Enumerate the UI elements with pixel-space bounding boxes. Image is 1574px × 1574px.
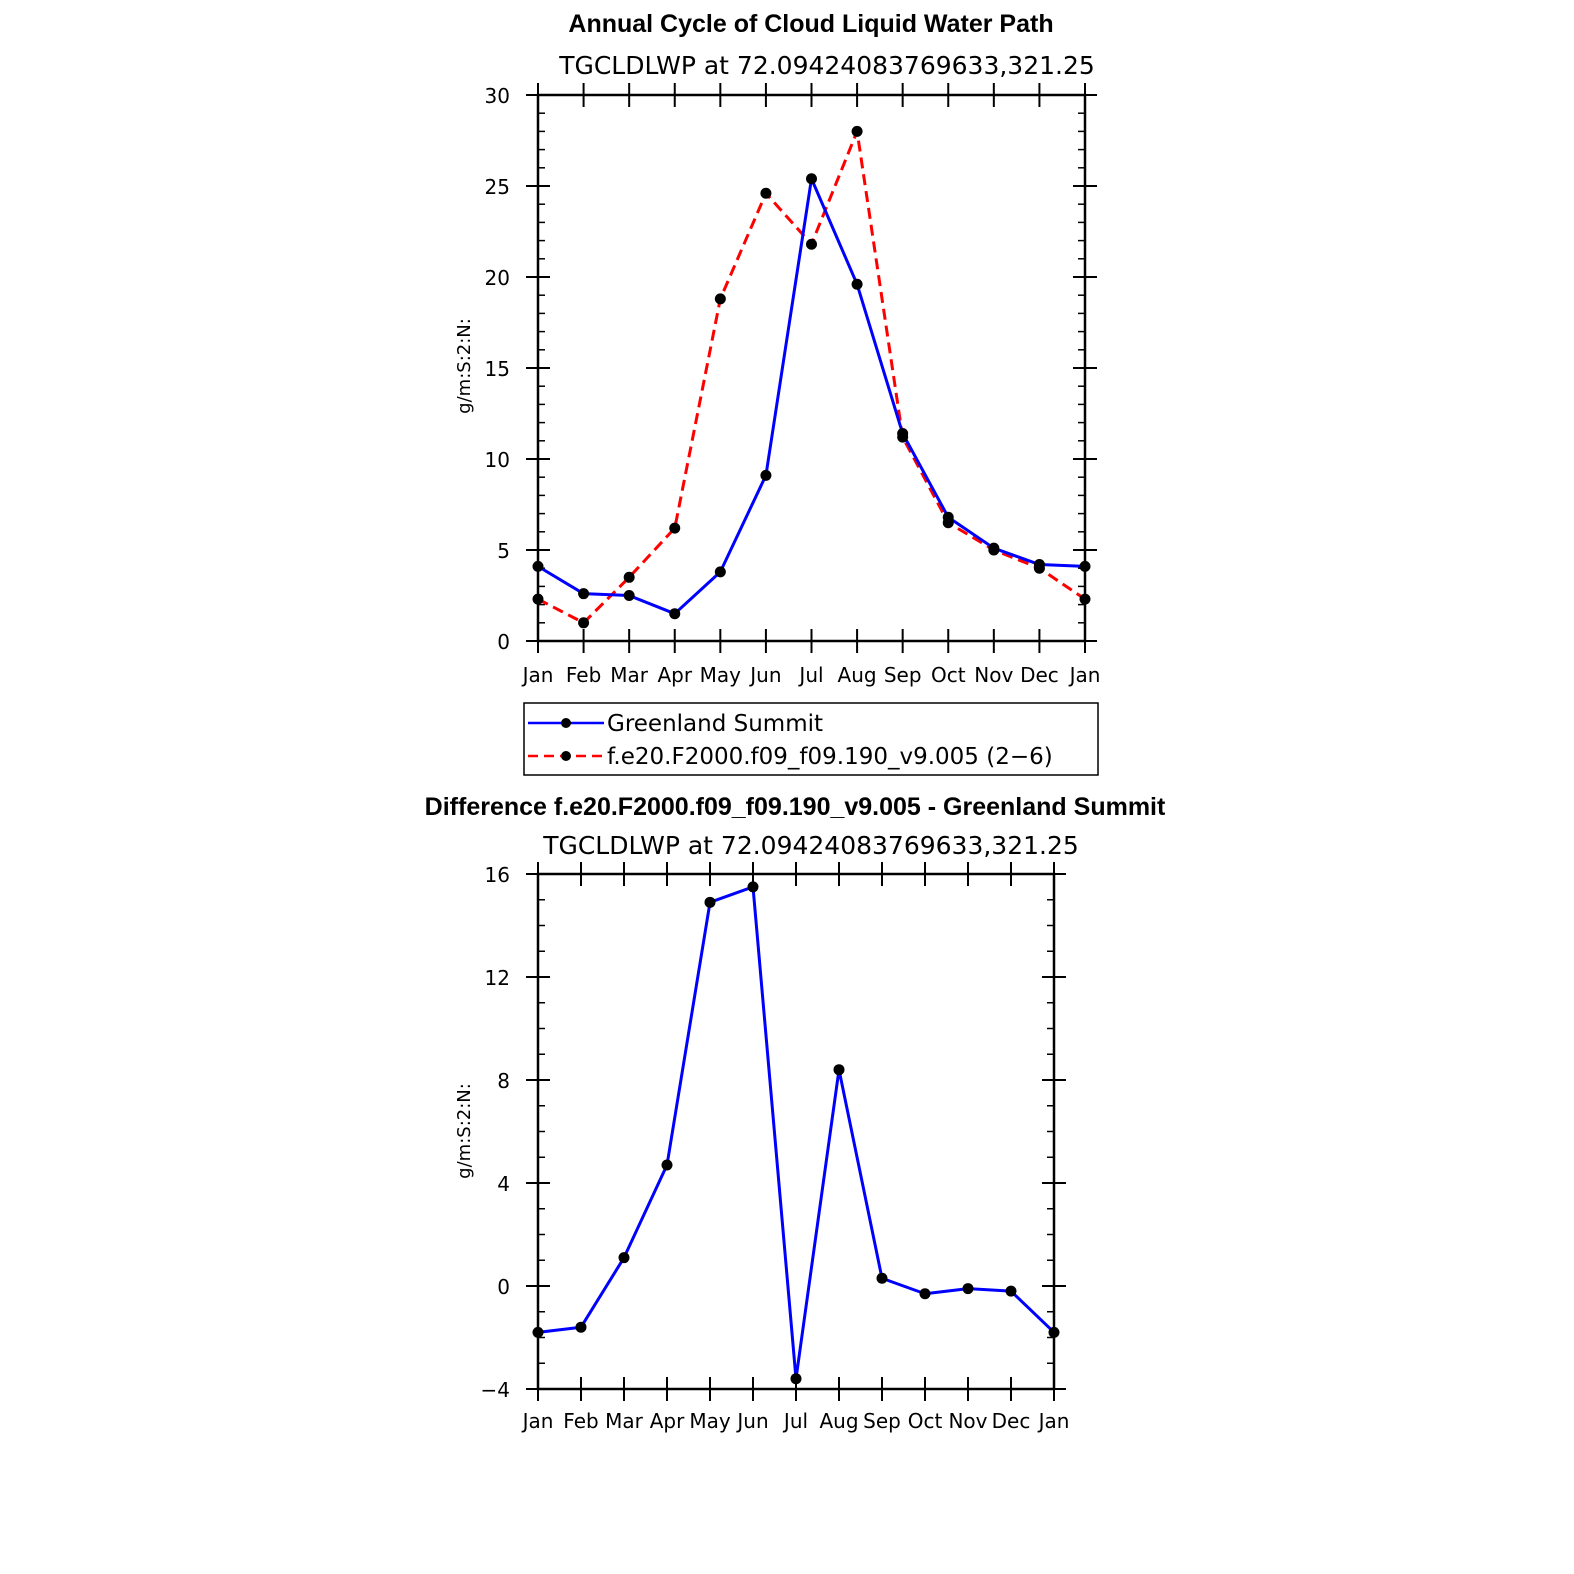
diff-series-line-0 [537, 885, 1056, 1381]
difference-y-axis-label: g/m:S:2:N: [454, 1083, 475, 1179]
annual-cycle-frame: Jan Feb Mar Apr May Jun Jul Aug Sep Oct Nov Dec Jan 0… [485, 83, 1101, 687]
diff-series-point-0 [1048, 1326, 1060, 1338]
diff-series-point-0 [876, 1272, 888, 1284]
annual-x-tick-label: May [700, 663, 742, 687]
annual-x-tick-label: Jan [1068, 663, 1101, 687]
annual-series-point-0 [851, 278, 863, 290]
annual-series-point-1 [623, 571, 635, 583]
diff-y-tick-label: 4 [497, 1172, 510, 1196]
diff-x-tick-label: Aug [819, 1409, 858, 1433]
diff-series-point-0 [618, 1252, 630, 1264]
diff-series-point-0 [575, 1321, 587, 1333]
annual-series-point-0 [1033, 559, 1045, 571]
annual-cycle-title: Annual Cycle of Cloud Liquid Water Path [568, 10, 1053, 38]
annual-series-point-0 [623, 590, 635, 601]
diff-x-tick-label: Sep [863, 1409, 901, 1433]
diff-x-tick-label: Jul [782, 1409, 808, 1433]
annual-series-point-1 [806, 238, 817, 250]
diff-y-tick-label: −4 [481, 1378, 510, 1402]
difference-chart: Difference f.e20.F2000.f09_f09.190_v9.00… [425, 793, 1166, 1433]
diff-series-point-0 [962, 1283, 974, 1295]
annual-x-tick-label: Feb [566, 663, 601, 687]
legend-label-greenland: Greenland Summit [607, 711, 823, 737]
annual-x-tick-label: Nov [974, 663, 1013, 687]
annual-series-point-1 [669, 522, 681, 534]
annual-series-line-1 [537, 129, 1086, 625]
annual-series-point-1 [578, 617, 590, 629]
annual-series-point-1 [1079, 593, 1091, 605]
annual-series-point-1 [532, 593, 544, 605]
annual-y-tick-label: 15 [485, 357, 510, 381]
annual-x-tick-label: Jun [748, 663, 781, 687]
annual-series-point-1 [714, 293, 726, 305]
annual-y-tick-label: 10 [485, 448, 510, 472]
annual-series-point-0 [669, 608, 681, 620]
difference-frame: Jan Feb Mar Apr May Jun Jul Aug Sep Oct Nov Dec Jan−… [481, 862, 1070, 1433]
annual-series-point-0 [532, 560, 544, 572]
diff-series-point-0 [704, 896, 716, 908]
diff-y-tick-label: 12 [485, 966, 510, 990]
annual-cycle-subtitle: TGCLDLWP at 72.09424083769633,321.25 [558, 51, 1095, 80]
diff-x-tick-label: Nov [948, 1409, 987, 1433]
annual-y-tick-label: 0 [497, 630, 510, 654]
annual-x-tick-label: Aug [838, 663, 877, 687]
diff-series-point-0 [1005, 1285, 1017, 1297]
annual-y-tick-label: 5 [497, 539, 510, 563]
diff-x-tick-label: Jan [521, 1409, 554, 1433]
diff-series-point-0 [919, 1288, 931, 1300]
annual-x-tick-label: Sep [884, 663, 922, 687]
annual-series-point-0 [1079, 560, 1091, 572]
legend-marker-greenland [561, 718, 571, 728]
annual-series-point-1 [760, 187, 772, 199]
annual-x-tick-label: Mar [610, 663, 649, 687]
legend-marker-model [561, 751, 571, 761]
diff-series-point-0 [532, 1326, 544, 1338]
annual-series-point-0 [897, 428, 909, 440]
legend-label-model: f.e20.F2000.f09_f09.190_v9.005 (2−6) [607, 744, 1053, 770]
annual-cycle-chart: Annual Cycle of Cloud Liquid Water Path … [454, 10, 1101, 776]
legend: Greenland Summit f.e20.F2000.f09_f09.190… [523, 702, 1099, 776]
diff-x-tick-label: Feb [563, 1409, 598, 1433]
diff-series-point-0 [833, 1064, 845, 1076]
annual-y-tick-label: 20 [485, 266, 510, 290]
annual-x-tick-label: Oct [931, 663, 966, 687]
annual-series-point-0 [714, 566, 726, 578]
annual-y-tick-label: 30 [485, 84, 510, 108]
annual-x-tick-label: Apr [657, 663, 692, 687]
diff-x-tick-label: Apr [650, 1409, 685, 1433]
annual-series-point-0 [806, 173, 817, 185]
difference-series [532, 881, 1060, 1385]
diff-plot-border [536, 872, 1056, 1391]
annual-x-tick-label: Jan [521, 663, 554, 687]
diff-x-tick-label: Mar [605, 1409, 644, 1433]
diff-x-tick-label: May [689, 1409, 731, 1433]
annual-y-tick-label: 25 [485, 175, 510, 199]
diff-x-tick-label: Dec [992, 1409, 1031, 1433]
annual-series-point-0 [760, 469, 772, 481]
annual-x-tick-label: Jul [797, 663, 823, 687]
annual-series-point-0 [942, 511, 954, 523]
annual-cycle-series [532, 125, 1091, 629]
legend-box [523, 702, 1099, 776]
annual-cycle-y-axis-label: g/m:S:2:N: [454, 318, 475, 414]
diff-y-tick-label: 8 [497, 1069, 510, 1093]
diff-x-tick-label: Jun [735, 1409, 768, 1433]
diff-series-point-0 [661, 1159, 673, 1171]
annual-series-point-0 [578, 588, 590, 600]
annual-series-point-0 [988, 542, 1000, 554]
diff-y-tick-label: 16 [485, 863, 510, 887]
diff-y-tick-label: 0 [497, 1275, 510, 1299]
annual-series-point-1 [851, 125, 863, 137]
diff-series-point-0 [790, 1373, 802, 1385]
diff-x-tick-label: Oct [908, 1409, 943, 1433]
annual-x-tick-label: Dec [1020, 663, 1059, 687]
difference-subtitle: TGCLDLWP at 72.09424083769633,321.25 [542, 831, 1079, 860]
diff-x-tick-label: Jan [1037, 1409, 1070, 1433]
difference-title: Difference f.e20.F2000.f09_f09.190_v9.00… [425, 793, 1166, 821]
diff-series-point-0 [747, 881, 759, 893]
